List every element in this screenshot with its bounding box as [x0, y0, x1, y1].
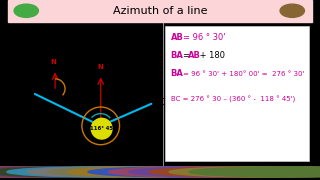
Text: Azimuth of a line: Azimuth of a line: [113, 6, 207, 16]
Circle shape: [149, 167, 320, 177]
Circle shape: [68, 167, 273, 177]
Text: How to determine an azimuth of a line BC  if the: How to determine an azimuth of a line BC…: [17, 27, 144, 32]
Circle shape: [7, 167, 212, 177]
Circle shape: [0, 167, 191, 177]
Text: + 180: + 180: [197, 51, 225, 60]
Text: 2- Clockwise angle between line AB and Line BC (< B ): 2- Clockwise angle between line AB and L…: [17, 60, 161, 65]
Circle shape: [14, 4, 38, 17]
Text: 116° 45: 116° 45: [90, 126, 113, 131]
Text: = 96 ° 30': = 96 ° 30': [183, 33, 225, 42]
Circle shape: [88, 167, 293, 177]
Text: N: N: [98, 64, 104, 70]
Text: BA: BA: [171, 51, 183, 60]
Circle shape: [108, 167, 313, 177]
Circle shape: [0, 167, 131, 177]
Text: =: =: [183, 51, 192, 60]
Text: C: C: [160, 98, 165, 107]
Text: BC = 276 ° 30 – (360 ° -  118 ° 45'): BC = 276 ° 30 – (360 ° - 118 ° 45'): [171, 96, 295, 103]
Text: following are given:: following are given:: [17, 38, 69, 43]
Text: B: B: [100, 134, 105, 143]
Text: 96° 30': 96° 30': [66, 77, 85, 82]
Circle shape: [27, 167, 232, 177]
Bar: [8, 0, 312, 22]
Text: N: N: [51, 59, 57, 65]
Circle shape: [47, 167, 252, 177]
Circle shape: [169, 167, 320, 177]
Bar: [164, 26, 309, 161]
Text: BA: BA: [171, 69, 183, 78]
Circle shape: [189, 167, 320, 177]
Text: = 96 ° 30' + 180° 00' =  276 ° 30': = 96 ° 30' + 180° 00' = 276 ° 30': [183, 71, 304, 77]
Circle shape: [0, 167, 110, 177]
Text: AB: AB: [188, 51, 201, 60]
Text: 1- Azimuth of line AB (αα): 1- Azimuth of line AB (αα): [17, 49, 85, 54]
Circle shape: [0, 167, 151, 177]
Circle shape: [129, 167, 320, 177]
Circle shape: [280, 4, 304, 17]
Circle shape: [91, 118, 112, 139]
Text: A: A: [20, 88, 25, 97]
Text: AB: AB: [171, 33, 183, 42]
Circle shape: [0, 167, 171, 177]
